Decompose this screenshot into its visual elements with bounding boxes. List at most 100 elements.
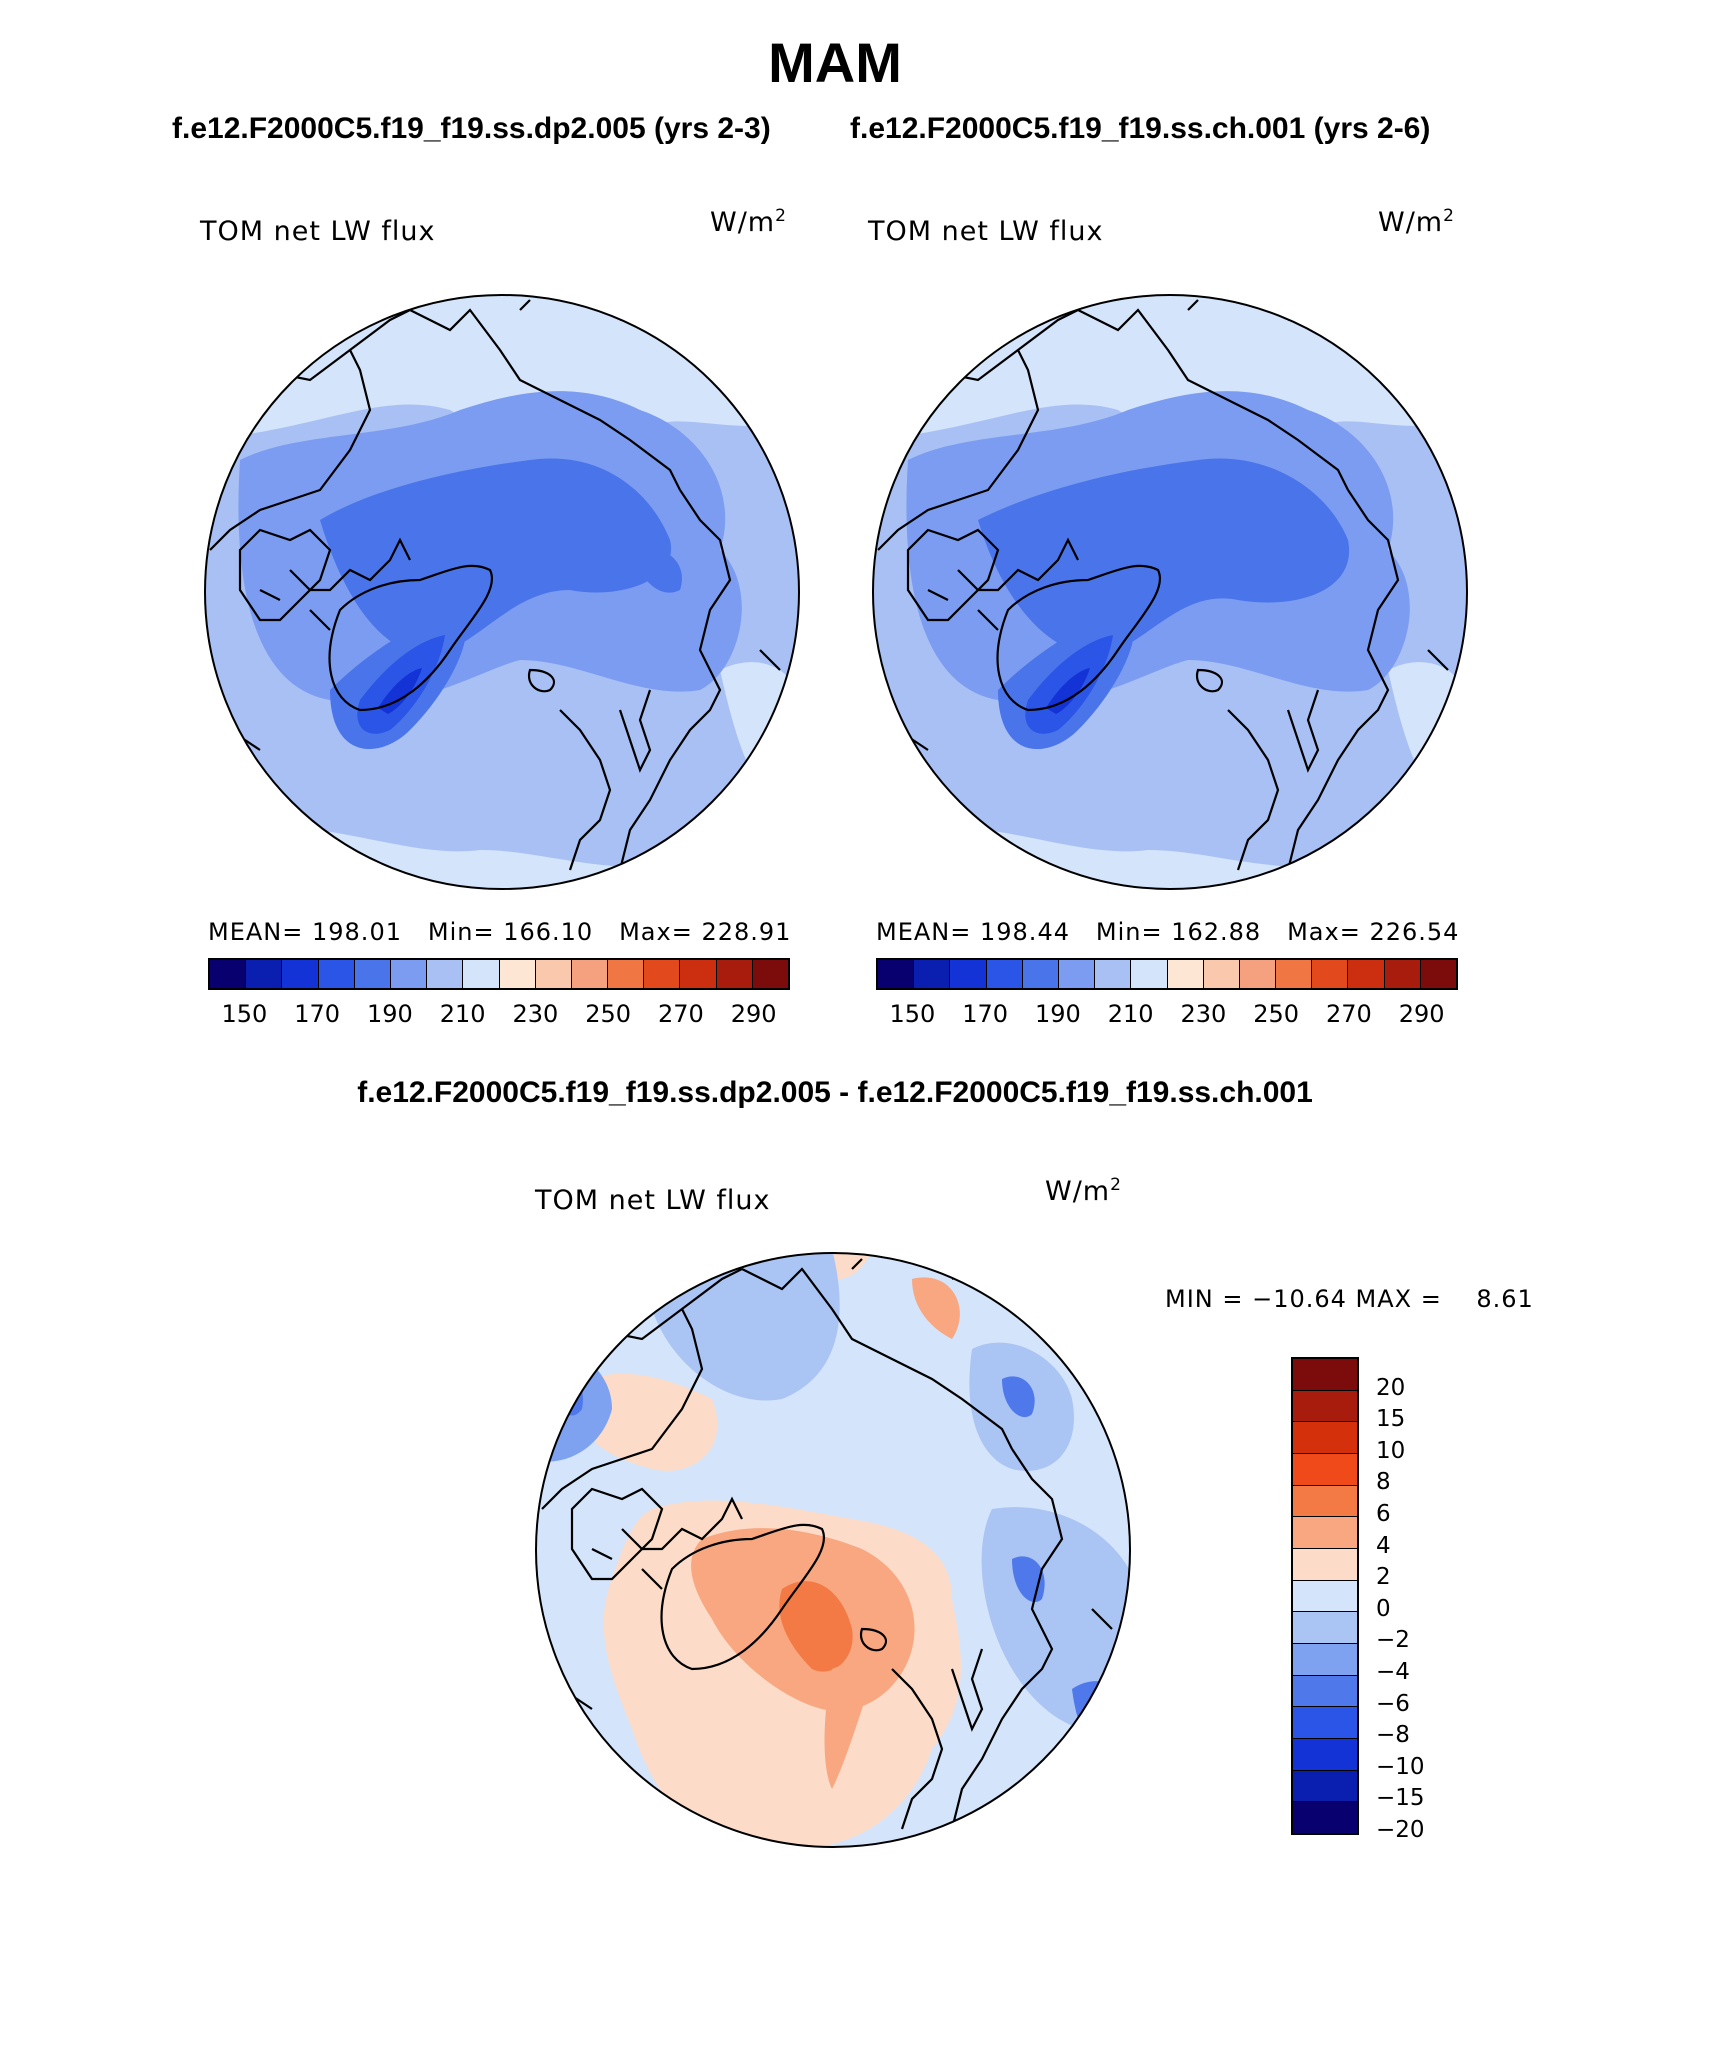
panel1-colorbar-tick-label: 170 [294,1000,341,1028]
diff-map-border [535,1252,1131,1848]
diff-minmax: MIN = −10.64 MAX = 8.61 [1165,1285,1534,1313]
panel2-coastlines [877,299,1449,871]
panel2-units: W/m2 [1378,206,1455,238]
diff-units: W/m2 [1045,1175,1122,1207]
diff-colorbar-tick-label: 6 [1376,1501,1391,1527]
panel2-colorbar-tick-label: 170 [962,1000,1009,1028]
panel1-colorbar-box [318,960,355,988]
panel2-colorbar-box [1239,960,1277,988]
diff-colorbar-box [1293,1454,1357,1486]
panel2-colorbar-box [1131,960,1168,988]
panel1-colorbar-tick-label: 270 [657,1000,704,1028]
diff-colorbar-tick-label: 8 [1376,1469,1391,1496]
panel1-colorbar-box [535,960,572,988]
panel1-colorbar-box [427,960,464,988]
panel1-units: W/m2 [710,206,787,238]
diff-colorbar-box [1293,1802,1357,1834]
panel1-map [204,294,800,890]
panel1-colorbar-box [499,960,536,988]
diff-colorbar-tick-label: −2 [1376,1627,1410,1654]
panel1-variable: TOM net LW flux [200,216,436,247]
diff-colorbar-box [1293,1644,1357,1676]
panel2-field-arctic-low [978,458,1350,655]
diff-colorbar-tick-label: −20 [1376,1817,1425,1843]
panel2-variable: TOM net LW flux [868,216,1104,247]
diff-colorbar-box [1293,1612,1357,1645]
panel2-colorbar-box [1420,960,1456,988]
panel2-colorbar-tick-label: 270 [1325,1000,1372,1028]
diff-colorbar-tick-label: 4 [1376,1532,1391,1559]
diff-colorbar-tick-label: −15 [1376,1785,1425,1812]
panel2-colorbar-box [1348,960,1385,988]
diff-colorbar-box [1293,1770,1357,1803]
diff-field-warm-ne [912,1277,960,1339]
diff-colorbar-box [1293,1675,1357,1708]
panel2-colorbar-tick-label: 250 [1253,1000,1300,1028]
panel2-field-greenland-core [1046,668,1090,714]
diff-title: f.e12.F2000C5.f19_f19.ss.dp2.005 - f.e12… [357,1076,1313,1109]
diff-colorbar-tick-label: 2 [1376,1564,1391,1591]
diff-field-cool-se [1072,1681,1130,1756]
panel2-colorbar-box [1167,960,1204,988]
diff-field-warm-peak [779,1581,853,1672]
panel2-colorbar-box [950,960,987,988]
panel2-colorbar-box [914,960,951,988]
panel2-colorbar-ticks: 150 170 190 210 230 250 270 290 [876,1000,1458,1030]
diff-colorbar-box [1293,1390,1357,1423]
panel2-colorbar-box [878,960,915,988]
panel2-colorbar-tick-label: 210 [1107,1000,1154,1028]
diff-colorbar-box [1293,1707,1357,1740]
diff-colorbar-labels: 20 15 10 8 6 4 2 0 −2 −4 −6 −8 −10 −15 −20 [1376,1357,1456,1843]
case-b-title: f.e12.F2000C5.f19_f19.ss.ch.001 (yrs 2-6… [850,112,1431,145]
diff-map [535,1252,1131,1848]
panel2-colorbar-box [1095,960,1132,988]
panel1-colorbar-tick-label: 190 [366,1000,413,1028]
panel1-colorbar-box [463,960,500,988]
diff-colorbar-tick-label: −4 [1376,1659,1410,1685]
panel1-colorbar-box [246,960,283,988]
panel2-colorbar-box [1022,960,1059,988]
panel1-colorbar [208,958,790,990]
panel2-colorbar-tick-label: 150 [889,1000,936,1028]
panel2-colorbar-tick-label: 230 [1180,1000,1227,1028]
diff-colorbar-box [1293,1485,1357,1518]
panel1-colorbar-tick-label: 290 [730,1000,777,1028]
panel2-colorbar [876,958,1458,990]
panel2-colorbar-box [1276,960,1313,988]
diff-colorbar-box [1293,1580,1357,1613]
panel1-coastlines [209,299,781,871]
panel1-colorbar-ticks: 150 170 190 210 230 250 270 290 [208,1000,790,1030]
panel2-map [872,294,1468,890]
panel1-colorbar-tick-label: 150 [221,1000,268,1028]
panel1-colorbar-box [210,960,247,988]
panel2-colorbar-box [1312,960,1349,988]
diff-colorbar-tick-label: 10 [1376,1437,1406,1464]
panel2-colorbar-box [1203,960,1240,988]
case-a-title: f.e12.F2000C5.f19_f19.ss.dp2.005 (yrs 2-… [172,112,771,145]
diff-colorbar-tick-label: 0 [1376,1595,1391,1622]
diff-field-warm-scandinavia [824,1666,865,1789]
panel1-colorbar-tick-label: 230 [512,1000,559,1028]
panel2-colorbar-box [1058,960,1096,988]
panel2-stats: MEAN= 198.44 Min= 162.88 Max= 226.54 [876,918,1460,946]
panel1-colorbar-box [716,960,753,988]
panel2-colorbar-box [1384,960,1421,988]
panel2-map-border [872,294,1468,890]
diff-colorbar-tick-label: 15 [1376,1406,1406,1433]
diff-coastlines [541,1258,1113,1830]
panel1-field-arctic-low [320,458,672,655]
panel1-colorbar-box [571,960,609,988]
figure-title: MAM [768,31,902,94]
panel2-field-warm-spot [1427,746,1452,772]
diff-variable: TOM net LW flux [535,1185,771,1216]
diff-colorbar-box [1293,1359,1357,1391]
panel1-colorbar-box [608,960,645,988]
diff-colorbar-box [1293,1517,1357,1550]
diff-field-cool-ne-core [1002,1376,1035,1418]
diff-colorbar-tick-label: −6 [1376,1690,1410,1717]
diff-colorbar-box [1293,1549,1357,1581]
diff-colorbar-box [1293,1422,1357,1455]
panel1-colorbar-box [282,960,319,988]
diff-colorbar-tick-label: −8 [1376,1722,1410,1749]
panel1-field-siberia-low [630,547,682,593]
